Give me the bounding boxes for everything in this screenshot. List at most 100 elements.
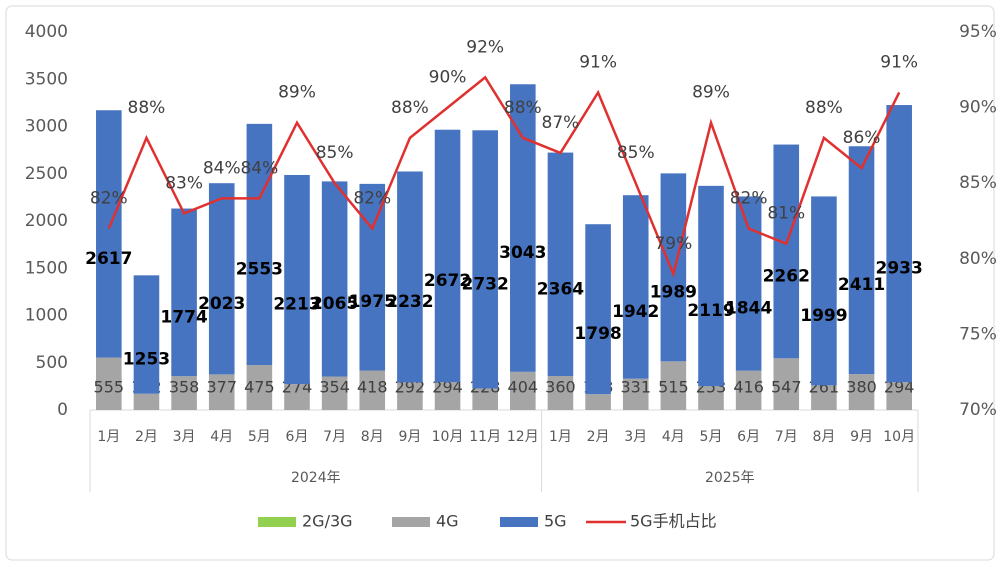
bar (660, 361, 687, 410)
value-label: 360 (545, 378, 576, 397)
value-label: 92% (466, 37, 504, 57)
value-label: 91% (579, 52, 617, 72)
bar (547, 152, 574, 376)
bar (848, 146, 875, 375)
bar (510, 84, 536, 372)
x-tick-label: 2月 (587, 429, 610, 445)
bar (472, 130, 498, 389)
y2-tick-label: 75% (959, 324, 997, 344)
y2-tick-label: 85% (959, 173, 997, 193)
value-label: 515 (658, 378, 689, 397)
value-label: 331 (620, 378, 651, 397)
bar (246, 365, 273, 410)
x-tick-label: 9月 (398, 429, 421, 445)
y-tick-label: 0 (57, 400, 68, 420)
value-label: 82% (730, 189, 768, 209)
value-label: 2933 (876, 259, 923, 279)
value-label: 1942 (612, 302, 659, 322)
x-tick-label: 4月 (662, 429, 685, 445)
value-label: 89% (692, 83, 730, 103)
bar (284, 174, 310, 385)
bar (735, 370, 762, 410)
value-label: 84% (203, 158, 241, 178)
x-tick-label: 1月 (549, 429, 572, 445)
bar (886, 105, 912, 383)
value-label: 1999 (800, 306, 847, 326)
y2-tick-label: 95% (959, 22, 997, 42)
y2-tick-label: 80% (959, 249, 997, 269)
bar (660, 173, 687, 362)
group-label: 2024年 (291, 470, 341, 486)
x-tick-label: 12月 (507, 429, 539, 445)
x-tick-label: 1月 (97, 429, 120, 445)
value-label: 1975 (349, 292, 396, 312)
legend-swatch (392, 517, 430, 527)
value-label: 294 (884, 378, 915, 397)
bar (208, 183, 235, 375)
bar (246, 123, 273, 366)
value-label: 88% (805, 98, 843, 118)
bar (321, 376, 348, 410)
value-label: 2065 (311, 294, 358, 314)
bar (811, 385, 837, 410)
y-tick-label: 4000 (25, 22, 68, 42)
group-label: 2025年 (705, 470, 755, 486)
value-label: 404 (508, 378, 539, 397)
value-label: 85% (316, 143, 354, 163)
value-label: 358 (169, 378, 200, 397)
value-label: 86% (843, 128, 881, 148)
value-label: 2672 (424, 271, 471, 291)
value-label: 2617 (85, 249, 132, 269)
value-label: 2732 (462, 274, 509, 294)
y-tick-label: 1500 (25, 258, 68, 278)
value-label: 547 (771, 378, 802, 397)
value-label: 84% (240, 158, 278, 178)
value-label: 88% (128, 98, 166, 118)
bar (622, 195, 649, 379)
bar (585, 224, 611, 395)
bar (171, 376, 197, 410)
x-tick-label: 10月 (883, 429, 915, 445)
x-tick-label: 10月 (432, 429, 464, 445)
line-series (107, 75, 901, 278)
legend-label: 4G (436, 512, 459, 531)
value-label: 418 (357, 378, 388, 397)
value-label: 89% (278, 83, 316, 103)
bar (133, 393, 160, 410)
bar (585, 394, 611, 410)
value-label: 81% (767, 204, 805, 224)
x-tick-label: 6月 (737, 429, 760, 445)
value-label: 2232 (386, 292, 433, 312)
bar (284, 384, 310, 410)
value-label: 380 (846, 378, 877, 397)
value-label: 354 (319, 378, 350, 397)
bar (359, 370, 386, 410)
value-label: 3043 (499, 243, 546, 263)
bar (472, 388, 498, 410)
value-label: 83% (165, 173, 203, 193)
bar (434, 129, 461, 383)
value-label: 416 (733, 378, 764, 397)
value-label: 2553 (236, 259, 283, 279)
legend-swatch (500, 517, 538, 527)
value-label: 1798 (574, 324, 621, 344)
value-label: 2411 (838, 275, 885, 295)
value-label: 555 (94, 378, 125, 397)
x-tick-label: 8月 (361, 429, 384, 445)
x-tick-label: 7月 (775, 429, 798, 445)
legend-label: 5G手机占比 (630, 512, 717, 531)
legend-label: 5G (544, 512, 567, 531)
bar (208, 374, 235, 410)
y-tick-label: 3500 (25, 69, 68, 89)
bar (698, 185, 724, 387)
y-tick-label: 2000 (25, 211, 68, 231)
value-label: 294 (432, 378, 463, 397)
bar (397, 171, 423, 383)
x-tick-label: 2月 (135, 429, 158, 445)
value-label: 87% (542, 113, 580, 133)
value-label: 79% (654, 234, 692, 254)
bar (96, 357, 122, 410)
bar (547, 375, 574, 410)
value-label: 475 (244, 378, 275, 397)
